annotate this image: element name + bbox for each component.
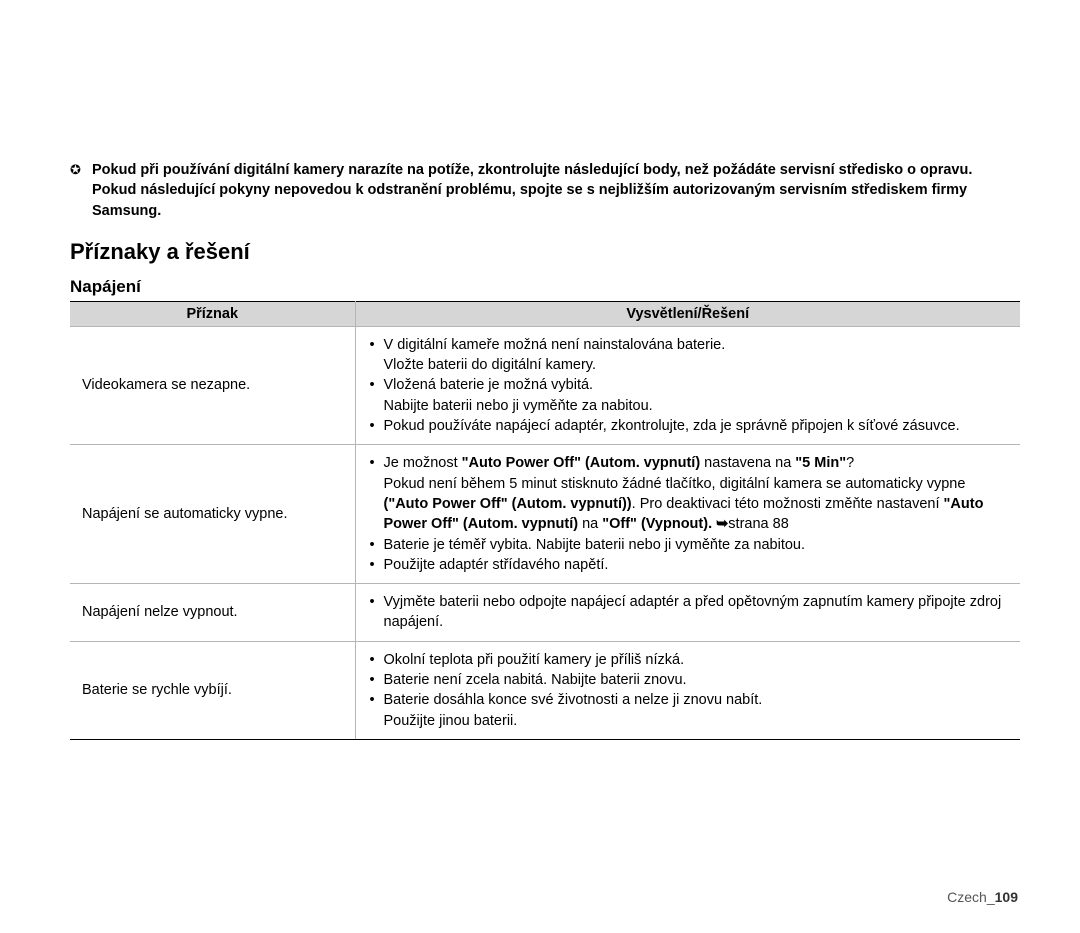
solution-item: V digitální kameře možná není nainstalov…	[368, 335, 1013, 376]
solution-item: Okolní teplota při použití kamery je pří…	[368, 650, 1013, 670]
solution-list: Okolní teplota při použití kamery je pří…	[368, 650, 1013, 731]
solution-list: V digitální kameře možná není nainstalov…	[368, 335, 1013, 436]
solution-cell: Vyjměte baterii nebo odpojte napájecí ad…	[355, 584, 1020, 642]
solution-item: Baterie dosáhla konce své životnosti a n…	[368, 690, 1013, 731]
footer-page: 109	[995, 889, 1018, 905]
solution-item: Baterie není zcela nabitá. Nabijte bater…	[368, 670, 1013, 690]
solution-subtext: Nabijte baterii nebo ji vyměňte za nabit…	[384, 396, 1013, 416]
solution-list: Je možnost "Auto Power Off" (Autom. vypn…	[368, 453, 1013, 575]
footer-lang: Czech	[947, 889, 987, 905]
solution-item: Vložená baterie je možná vybitá.Nabijte …	[368, 375, 1013, 416]
table-header-row: Příznak Vysvětlení/Řešení	[70, 301, 1020, 326]
symptom-cell: Videokamera se nezapne.	[70, 326, 355, 444]
solution-item: Vyjměte baterii nebo odpojte napájecí ad…	[368, 592, 1013, 633]
solution-cell: Je možnost "Auto Power Off" (Autom. vypn…	[355, 445, 1020, 584]
section-title: Příznaky a řešení	[70, 239, 1020, 265]
solution-item: Použijte adaptér střídavého napětí.	[368, 555, 1013, 575]
symptom-cell: Napájení se automaticky vypne.	[70, 445, 355, 584]
intro-line-1: Pokud při používání digitální kamery nar…	[92, 160, 1020, 180]
table-row: Napájení se automaticky vypne.Je možnost…	[70, 445, 1020, 584]
table-row: Videokamera se nezapne. V digitální kameř…	[70, 326, 1020, 444]
manual-page: ✪ Pokud při používání digitální kamery n…	[0, 0, 1080, 933]
solution-cell: Okolní teplota při použití kamery je pří…	[355, 641, 1020, 739]
solution-cell: V digitální kameře možná není nainstalov…	[355, 326, 1020, 444]
solution-subtext: Vložte baterii do digitální kamery.	[384, 355, 1013, 375]
solution-item: Baterie je téměř vybita. Nabijte baterii…	[368, 535, 1013, 555]
intro-line-2: Pokud následující pokyny nepovedou k ods…	[92, 180, 1020, 221]
intro-text: Pokud při používání digitální kamery nar…	[92, 160, 1020, 221]
solution-list: Vyjměte baterii nebo odpojte napájecí ad…	[368, 592, 1013, 633]
footer-sep: _	[987, 889, 995, 905]
subsection-title: Napájení	[70, 277, 1020, 297]
note-icon: ✪	[70, 160, 92, 179]
intro-block: ✪ Pokud při používání digitální kamery n…	[70, 160, 1020, 221]
troubleshoot-table: Příznak Vysvětlení/Řešení Videokamera se…	[70, 301, 1020, 740]
table-row: Baterie se rychle vybíjí. Okolní teplota …	[70, 641, 1020, 739]
table-row: Napájení nelze vypnout. Vyjměte baterii n…	[70, 584, 1020, 642]
symptom-cell: Napájení nelze vypnout.	[70, 584, 355, 642]
header-solution: Vysvětlení/Řešení	[355, 301, 1020, 326]
solution-subtext: Použijte jinou baterii.	[384, 711, 1013, 731]
header-symptom: Příznak	[70, 301, 355, 326]
page-footer: Czech_109	[947, 889, 1018, 905]
symptom-cell: Baterie se rychle vybíjí.	[70, 641, 355, 739]
solution-item: Je možnost "Auto Power Off" (Autom. vypn…	[368, 453, 1013, 534]
solution-item: Pokud používáte napájecí adaptér, zkontr…	[368, 416, 1013, 436]
